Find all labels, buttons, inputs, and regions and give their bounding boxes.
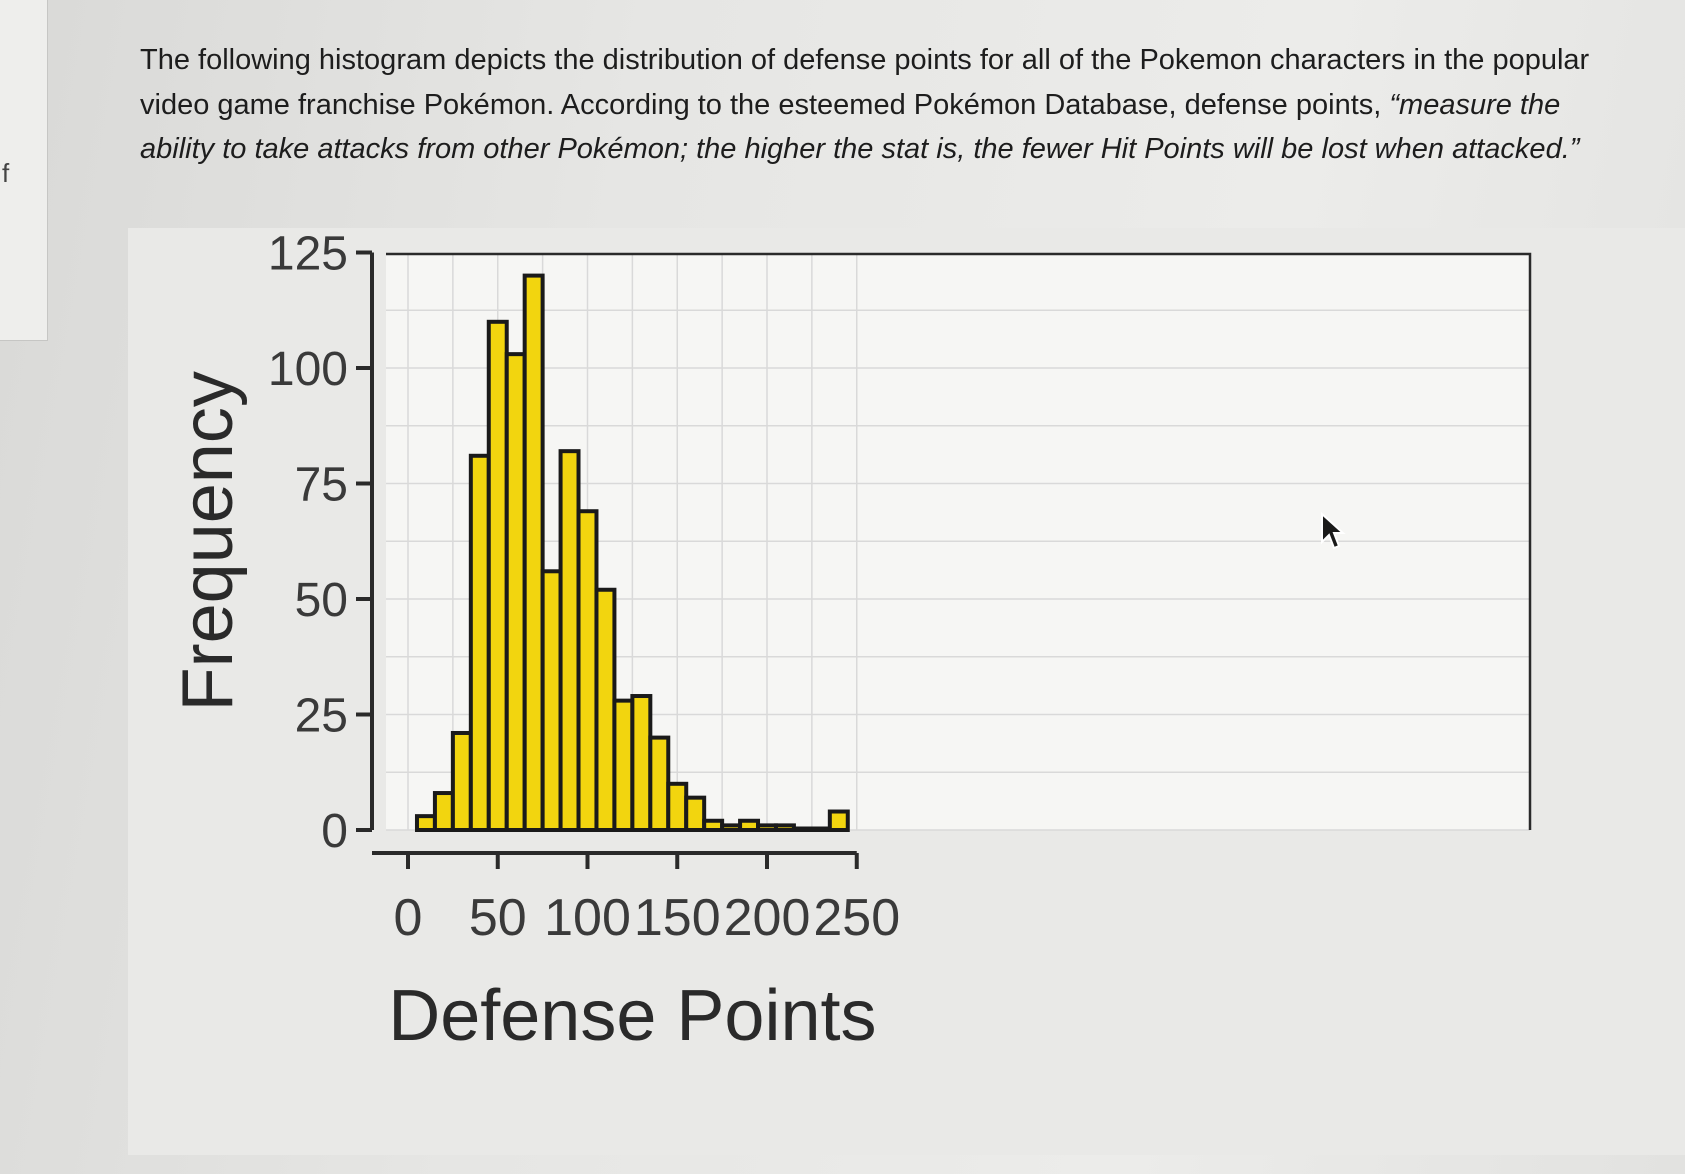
histogram-bar: [468, 453, 491, 832]
y-tick-label: 75: [295, 459, 348, 512]
x-tick-label: 150: [634, 889, 721, 947]
histogram-bar: [773, 823, 796, 833]
histogram-bar: [486, 319, 509, 833]
y-tick-label: 125: [268, 228, 348, 281]
x-tick-label: 100: [544, 889, 631, 947]
histogram-bar: [540, 569, 563, 832]
x-axis-title: Defense Points: [388, 976, 876, 1056]
histogram-bar: [738, 818, 761, 833]
histogram-bar: [702, 818, 725, 833]
histogram-bar: [684, 795, 707, 832]
plot-border: [386, 252, 1532, 830]
intro-text: The following histogram depicts the dist…: [140, 44, 1590, 121]
x-tick-label: 0: [394, 889, 423, 947]
histogram-bar: [504, 352, 527, 832]
y-axis-title: Frequency: [168, 371, 248, 711]
histogram-bar: [576, 509, 599, 832]
x-tick-label: 200: [724, 889, 811, 947]
histogram-bar: [432, 791, 455, 832]
histogram-bar: [809, 826, 832, 832]
y-tick-label: 100: [268, 343, 348, 396]
intro-quote: “measure the ability to take attacks fro…: [140, 88, 1580, 166]
histogram-bar: [594, 587, 617, 833]
histogram-bar: [450, 730, 473, 833]
histogram-bar: [666, 781, 689, 832]
histogram-bar: [522, 273, 545, 833]
histogram-bar: [720, 823, 743, 833]
histogram-bar: [630, 694, 653, 832]
side-panel: f: [0, 0, 48, 341]
histogram-bar: [558, 449, 581, 832]
mouse-pointer-icon: [1321, 512, 1346, 550]
histogram-bar: [756, 823, 778, 833]
histogram-bar: [827, 809, 850, 833]
x-tick-label: 250: [813, 889, 900, 947]
x-tick-label: 50: [469, 889, 527, 947]
intro-paragraph: The following histogram depicts the dist…: [140, 38, 1640, 172]
y-tick-label: 50: [295, 574, 348, 627]
histogram-bar: [414, 814, 437, 833]
y-tick-label: 0: [321, 805, 348, 858]
histogram-bar: [612, 698, 635, 833]
side-panel-letter: f: [2, 158, 10, 188]
y-tick-label: 25: [295, 690, 348, 743]
histogram-bar: [791, 826, 814, 832]
histogram-figure: 0 25 50 75 100 125 0 50 100 150 200 250 Defense Poin…: [128, 228, 1685, 1155]
histogram-bar: [648, 735, 671, 833]
